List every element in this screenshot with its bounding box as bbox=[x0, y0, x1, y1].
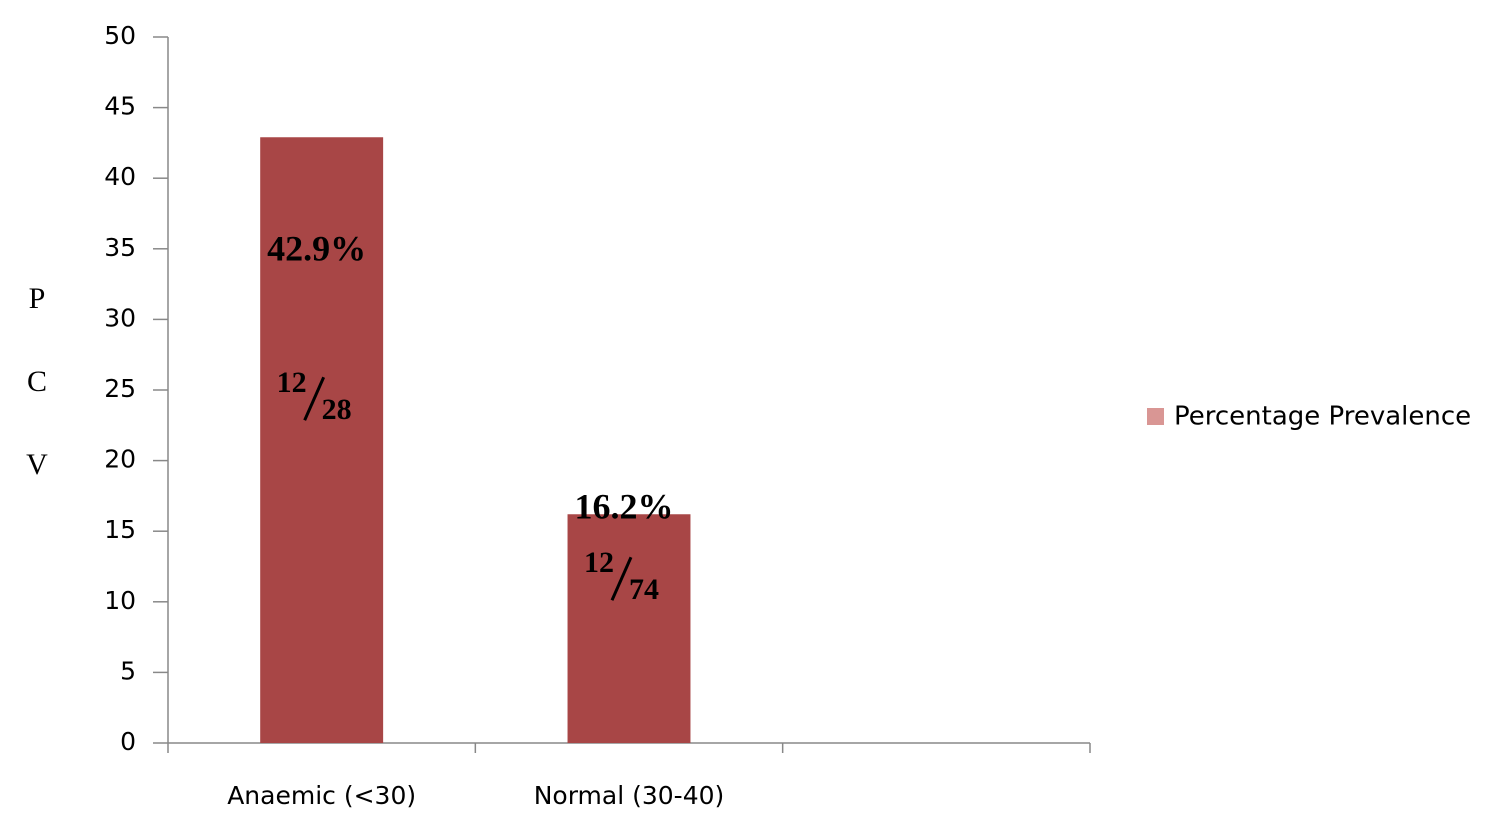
fraction-numerator: 12 bbox=[584, 546, 614, 579]
y-tick-label: 15 bbox=[104, 515, 136, 544]
y-tick-label: 10 bbox=[104, 586, 136, 615]
fraction-numerator: 12 bbox=[277, 366, 307, 399]
legend-label: Percentage Prevalence bbox=[1174, 402, 1471, 432]
y-tick-label: 25 bbox=[104, 374, 136, 403]
x-tick-label: Anaemic (<30) bbox=[227, 781, 416, 810]
y-tick-label: 5 bbox=[120, 656, 136, 685]
y-tick-label: 0 bbox=[120, 727, 136, 756]
y-tick-label: 35 bbox=[104, 233, 136, 262]
bar bbox=[567, 514, 691, 743]
fraction-slash bbox=[610, 556, 633, 601]
y-tick-label: 40 bbox=[104, 162, 136, 191]
fraction-denominator: 74 bbox=[629, 573, 659, 606]
y-tick-label: 45 bbox=[104, 92, 136, 121]
bar bbox=[260, 137, 384, 743]
fraction-denominator: 28 bbox=[322, 393, 352, 426]
y-tick-label: 20 bbox=[104, 445, 136, 474]
x-tick-label: Normal (30-40) bbox=[534, 781, 725, 810]
y-tick-label: 30 bbox=[104, 303, 136, 332]
fraction-slash bbox=[303, 376, 326, 421]
value-label: 16.2% bbox=[575, 487, 674, 527]
value-label: 42.9% bbox=[267, 229, 366, 269]
legend-swatch bbox=[1147, 408, 1164, 425]
y-tick-label: 50 bbox=[104, 21, 136, 50]
y-axis-label: PCV bbox=[21, 282, 54, 531]
